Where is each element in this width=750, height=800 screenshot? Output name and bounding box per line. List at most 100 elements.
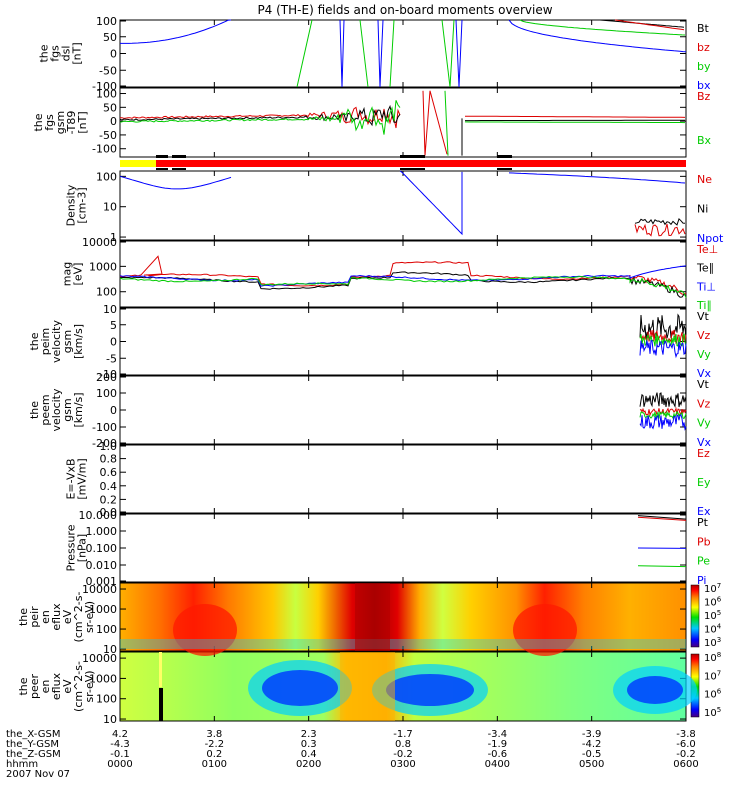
y-axis-label-line: velocity — [50, 320, 63, 363]
y-tick-label: 0 — [110, 115, 117, 128]
legend-Bx: Bx — [697, 134, 712, 147]
trace-npot-left — [119, 175, 232, 190]
y-axis-label-line: en — [39, 610, 52, 624]
y-axis-label-line: dsl — [60, 46, 73, 62]
panel-pressure: 10.000 1.000 0.100 0.010 0.001 Pt Pb Pe Pi — [79, 509, 711, 588]
y-axis-label-line: fgs — [43, 114, 56, 131]
legend-Npot: Npot — [697, 232, 724, 245]
orbit-value: -0.5 — [582, 749, 602, 760]
mode-flag — [497, 168, 512, 170]
y-tick-label: 0 — [110, 48, 117, 61]
colorbar-tick-exponent: 4 — [717, 623, 722, 631]
mode-flag — [156, 155, 168, 158]
legend-Bz: Bz — [697, 90, 711, 103]
ion-spectrogram-features — [120, 583, 686, 656]
y-axis-label-line: E=-VxB — [65, 458, 78, 499]
trace-by-early — [296, 19, 313, 88]
panel-density: 100 10 1 Ne Ni Npot — [96, 170, 724, 245]
y-axis-label-line: [km/s] — [72, 324, 85, 359]
orbit-value: -0.2 — [676, 749, 696, 760]
y-tick-label: 200 — [96, 371, 117, 384]
panel-efield: 1.00.80.60.40.20.0 Ez Ey Ex — [100, 440, 711, 519]
y-tick-label: 1.0 — [100, 440, 118, 453]
legend-Te∥: Te∥ — [696, 262, 714, 275]
trace-by-mid3 — [441, 19, 451, 88]
colorbar-tick-exponent: 5 — [717, 706, 721, 714]
trace-by-right — [519, 19, 686, 36]
trace-bx-left — [120, 19, 232, 44]
panel-temperature: 10000 1000 100 Te⊥ Te∥ Ti⊥ Ti∥ — [82, 236, 718, 312]
orbit-value: 0600 — [673, 759, 698, 770]
y-axis-label-line: gsm — [54, 111, 67, 134]
y-tick-label: 10 — [103, 643, 117, 656]
legend-Ey: Ey — [697, 476, 711, 489]
trace-gsm-left-0 — [119, 106, 401, 129]
mode-bar-slow — [120, 160, 156, 167]
orbit-value: -0.1 — [110, 749, 130, 760]
legend-Vt: Vt — [697, 310, 710, 323]
y-axis-label-line: [cm-3] — [76, 187, 89, 223]
ion-low-energy-band — [120, 639, 686, 649]
colorbar-tick-exponent: 3 — [717, 636, 721, 644]
orbit-value: 0.8 — [395, 739, 411, 750]
y-tick-label: -200 — [92, 437, 117, 450]
colorbar-tick-label: 108 — [704, 651, 721, 664]
y-tick-label: 1.000 — [86, 525, 118, 538]
y-tick-label: 1000 — [89, 672, 117, 685]
y-tick-label: -100 — [92, 80, 117, 93]
y-axis-label-line: gsm — [61, 330, 74, 353]
mode-flag — [497, 155, 512, 158]
y-axis-label-line: eflux — [50, 672, 63, 700]
y-tick-label: 10 — [103, 713, 117, 726]
mode-bar — [120, 155, 686, 170]
colorbar-tick-exponent: 6 — [717, 596, 722, 604]
legend-Bt: Bt — [697, 22, 710, 35]
orbit-value: 0300 — [390, 759, 415, 770]
electron-streak — [159, 652, 162, 687]
orbit-value: -0.2 — [393, 749, 413, 760]
electron-flux-core — [386, 674, 474, 706]
trace-npot-mid — [399, 170, 463, 236]
colorbar-tick-exponent: 6 — [717, 688, 722, 696]
electron-spectrogram-features — [159, 652, 697, 721]
colorbar-tick-exponent: 5 — [717, 609, 721, 617]
mode-flag — [172, 155, 186, 158]
trace-peim-1 — [639, 329, 687, 345]
trace-gsm-left-2 — [119, 100, 401, 135]
trace-peim-3 — [639, 339, 687, 359]
legend-Vz: Vz — [697, 397, 711, 410]
panel-frame — [119, 170, 687, 241]
y-tick-label: 0.4 — [100, 480, 118, 493]
trace-by-mid2 — [389, 19, 395, 88]
y-tick-label: -50 — [99, 129, 117, 142]
y-tick-label: 100 — [96, 286, 117, 299]
orbit-value: -6.0 — [676, 739, 696, 750]
labels-layer: thefgsdsl[nT]thefgsgsm-T89[nT]Density[cm… — [17, 42, 96, 712]
colorbar-tick-label: 103 — [704, 636, 721, 649]
electron-hot-column — [340, 652, 395, 721]
trace-peem-3 — [639, 413, 687, 431]
orbit-value: -1.9 — [488, 739, 508, 750]
y-tick-label: 0 — [110, 336, 117, 349]
orbit-label-time: hhmm — [6, 759, 38, 770]
trace-temp-0 — [119, 255, 687, 295]
colorbar-tick-label: 105 — [704, 706, 721, 719]
y-axis-label: E=-VxB[mV/m] — [65, 458, 89, 499]
figure-title: P4 (TH-E) fields and on-board moments ov… — [257, 3, 552, 17]
y-tick-label: 50 — [103, 31, 117, 44]
orbit-value: 0400 — [485, 759, 510, 770]
trace-bz-jump — [422, 90, 448, 156]
orbit-value: -4.3 — [110, 739, 130, 750]
legend-Vy: Vy — [697, 417, 711, 430]
y-axis-label-line: mag — [61, 262, 74, 286]
y-tick-label: 0 — [110, 404, 117, 417]
trace-peem-1 — [639, 406, 687, 417]
trace-by-mid1 — [359, 19, 369, 88]
y-axis-label-line: velocity — [50, 388, 63, 431]
y-axis-label-line: the — [17, 608, 30, 626]
y-axis-label-line: the — [38, 44, 51, 62]
